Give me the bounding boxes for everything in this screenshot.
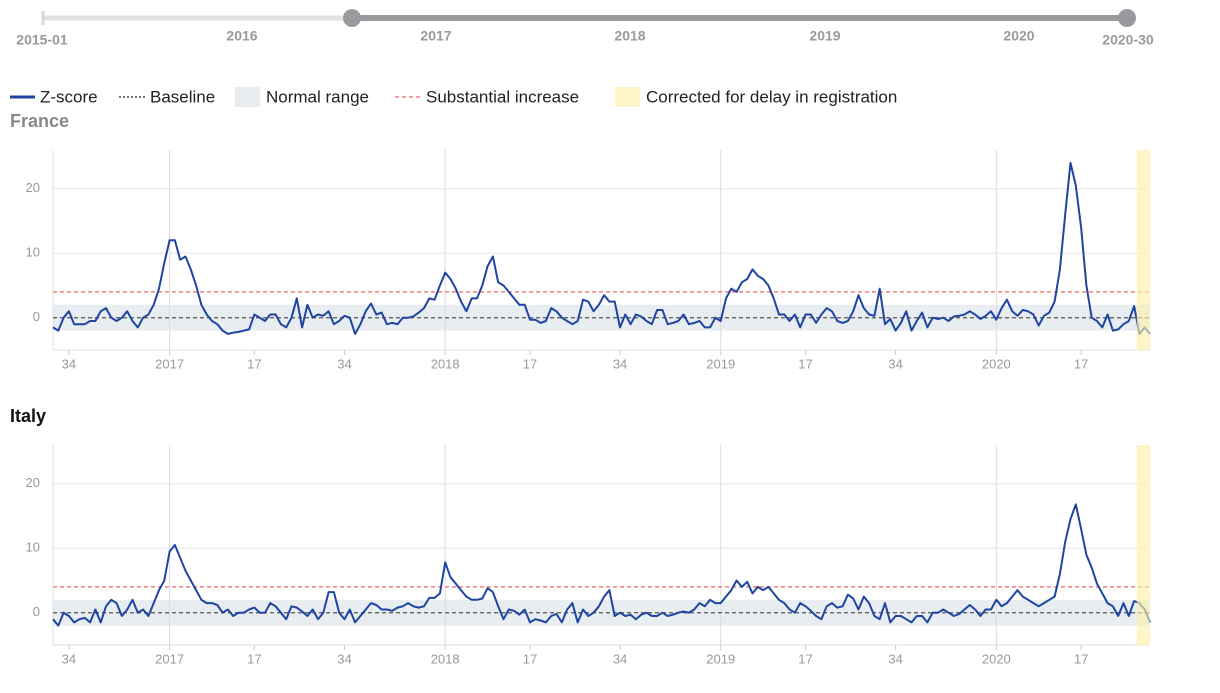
z-score-line xyxy=(52,503,1151,627)
x-tick-label: 34 xyxy=(337,356,351,371)
legend-box xyxy=(615,87,640,107)
y-tick-label: 10 xyxy=(26,245,40,260)
x-tick-label: 34 xyxy=(613,651,627,666)
legend-label: Z-score xyxy=(40,87,98,106)
slider-year: 2020 xyxy=(1003,28,1034,44)
x-tick-label: 17 xyxy=(247,356,261,371)
chart-title: Italy xyxy=(10,406,46,426)
x-tick-label: 2018 xyxy=(431,651,460,666)
slider-year: 2017 xyxy=(420,28,451,44)
slider-year: 2016 xyxy=(226,28,257,44)
z-score-line xyxy=(52,161,1151,335)
corrected-band xyxy=(1136,445,1150,645)
slider-handle[interactable] xyxy=(343,9,361,27)
time-slider[interactable]: 2016-31 2020-30 2015-01 2016 2017 2018 2… xyxy=(16,0,1154,48)
x-tick-label: 2018 xyxy=(431,356,460,371)
slider-handle[interactable] xyxy=(1118,9,1136,27)
x-tick-label: 34 xyxy=(62,356,76,371)
y-tick-label: 20 xyxy=(26,180,40,195)
x-tick-label: 2017 xyxy=(155,651,184,666)
slider-year: 2019 xyxy=(809,28,840,44)
x-tick-label: 17 xyxy=(798,651,812,666)
x-tick-label: 2019 xyxy=(706,356,735,371)
x-tick-label: 34 xyxy=(888,356,902,371)
x-tick-label: 17 xyxy=(1074,651,1088,666)
x-tick-label: 17 xyxy=(247,651,261,666)
slider-year: 2018 xyxy=(614,28,645,44)
x-tick-label: 34 xyxy=(888,651,902,666)
x-tick-label: 17 xyxy=(523,356,537,371)
x-tick-label: 17 xyxy=(523,651,537,666)
x-tick-label: 2020 xyxy=(982,651,1011,666)
slider-label: 2015-01 xyxy=(16,32,68,48)
corrected-band xyxy=(1136,150,1150,350)
y-tick-label: 10 xyxy=(26,540,40,555)
y-tick-label: 20 xyxy=(26,475,40,490)
chart: France 0 10 20 34 2017 17 34 2018 17 34 2019 17 34 202… xyxy=(10,111,1151,371)
legend-label: Normal range xyxy=(266,87,369,106)
chart-title: France xyxy=(10,111,69,131)
legend-box xyxy=(235,87,260,107)
x-tick-label: 2020 xyxy=(982,356,1011,371)
handle-label: 2020-30 xyxy=(1101,0,1153,2)
x-tick-label: 17 xyxy=(1074,356,1088,371)
handle-label: 2016-31 xyxy=(326,0,378,2)
x-tick-label: 2019 xyxy=(706,651,735,666)
slider-label: 2020-30 xyxy=(1102,32,1154,48)
y-tick-label: 0 xyxy=(33,309,40,324)
x-tick-label: 17 xyxy=(798,356,812,371)
y-tick-label: 0 xyxy=(33,604,40,619)
legend-label: Corrected for delay in registration xyxy=(646,87,897,106)
chart: Italy 0 10 20 34 2017 17 34 2018 17 34 2019 17 34 2020… xyxy=(10,406,1151,666)
legend-label: Substantial increase xyxy=(426,87,579,106)
x-tick-label: 2017 xyxy=(155,356,184,371)
x-tick-label: 34 xyxy=(337,651,351,666)
legend: Z-score Baseline Normal range Substantia… xyxy=(10,87,897,107)
x-tick-label: 34 xyxy=(62,651,76,666)
legend-label: Baseline xyxy=(150,87,215,106)
x-tick-label: 34 xyxy=(613,356,627,371)
